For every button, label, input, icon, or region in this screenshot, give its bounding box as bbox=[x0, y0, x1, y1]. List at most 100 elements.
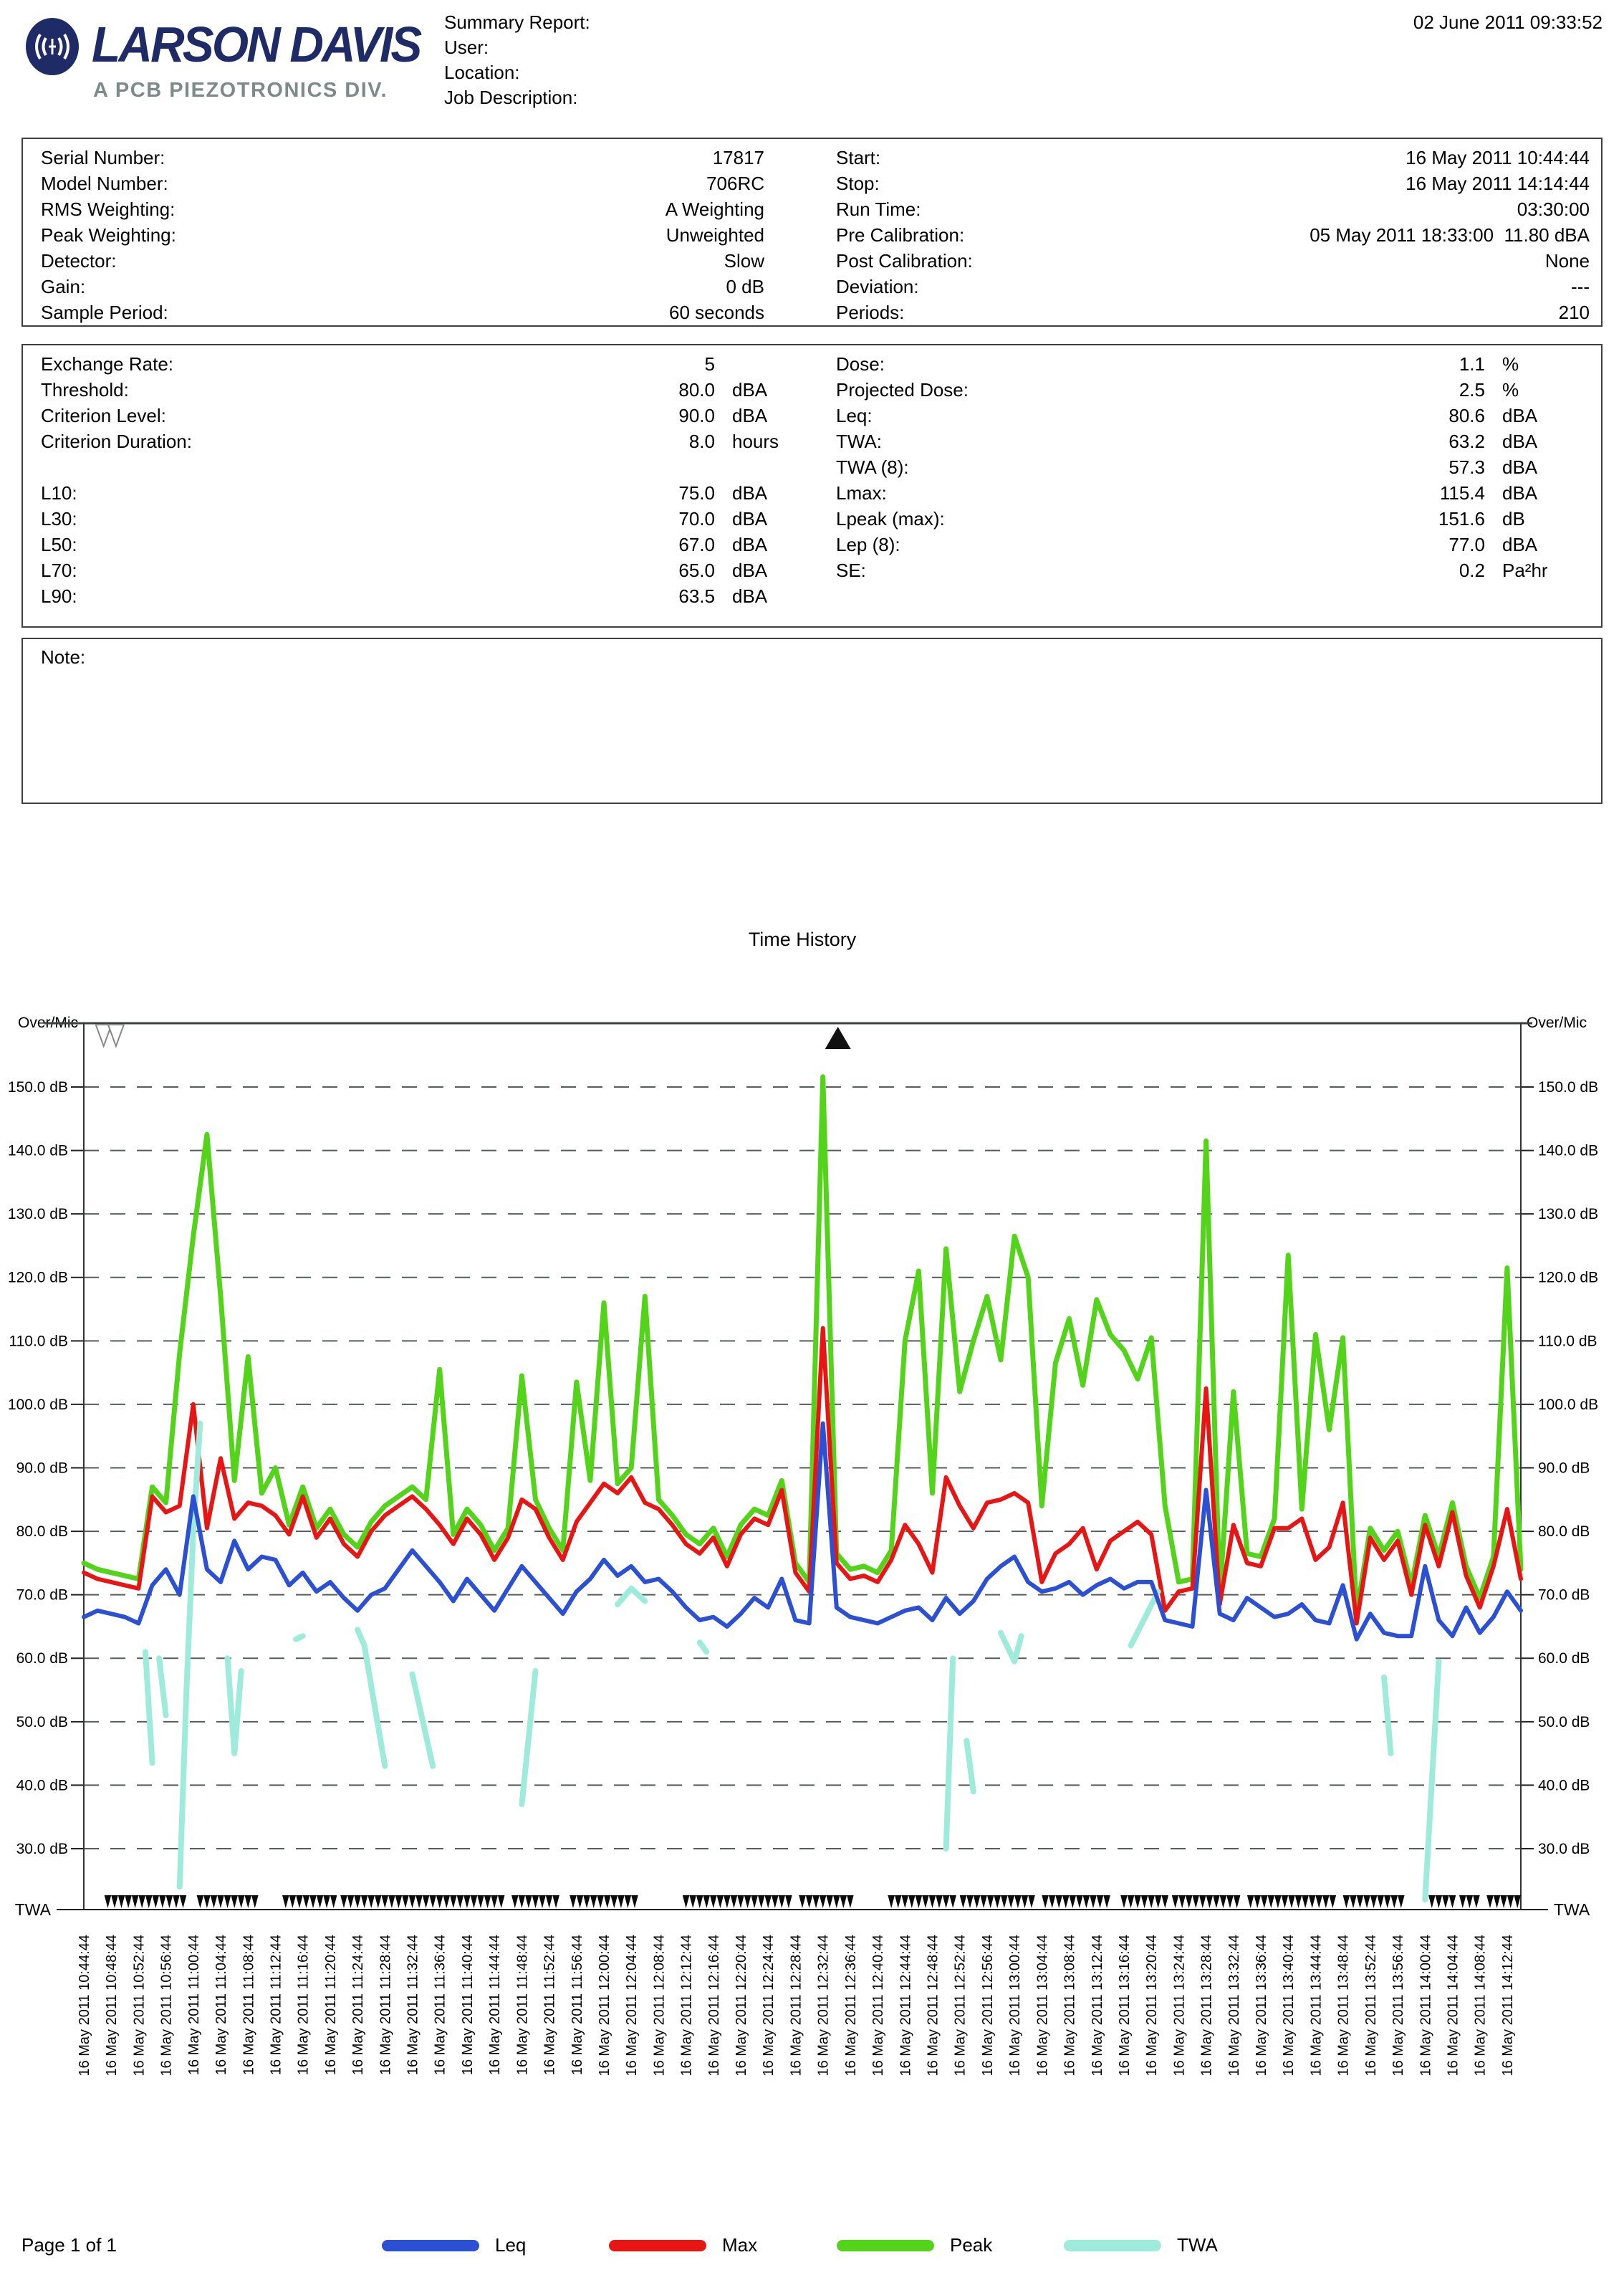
row-label: Start: bbox=[836, 146, 881, 168]
row-unit: dBA bbox=[1502, 430, 1538, 452]
twa-underrange-marker bbox=[1428, 1895, 1436, 1908]
table-row: L10: 75.0 dBA bbox=[41, 480, 825, 506]
twa-underrange-marker bbox=[1001, 1895, 1008, 1908]
twa-underrange-marker bbox=[973, 1895, 981, 1908]
twa-underrange-marker bbox=[901, 1895, 909, 1908]
twa-underrange-marker bbox=[1148, 1895, 1155, 1908]
twa-underrange-marker bbox=[1261, 1895, 1268, 1908]
twa-underrange-marker bbox=[1090, 1895, 1097, 1908]
x-tick-label: 16 May 2011 11:04:44 bbox=[213, 1935, 229, 2075]
twa-underrange-marker bbox=[340, 1895, 347, 1908]
x-tick-label: 16 May 2011 13:28:44 bbox=[1199, 1935, 1215, 2077]
user-label: User: bbox=[444, 37, 489, 58]
x-tick-label: 16 May 2011 12:44:44 bbox=[898, 1935, 913, 2077]
twa-underrange-marker bbox=[104, 1895, 112, 1908]
metrics-table-left-column: Exchange Rate: 5 Threshold: 80.0 dBA Criterio… bbox=[41, 351, 825, 609]
series-twa-segment bbox=[224, 1655, 244, 1757]
x-tick-label: 16 May 2011 12:40:44 bbox=[870, 1935, 886, 2077]
twa-underrange-marker bbox=[994, 1895, 1001, 1908]
twa-underrange-marker bbox=[173, 1895, 180, 1908]
row-label: L90: bbox=[41, 585, 77, 607]
twa-underrange-marker bbox=[1448, 1895, 1456, 1908]
row-label: Exchange Rate: bbox=[41, 353, 174, 375]
twa-underrange-marker bbox=[525, 1895, 532, 1908]
twa-underrange-marker bbox=[1246, 1895, 1254, 1908]
series-twa-segment bbox=[943, 1655, 956, 1852]
table-row: Sample Period: 60 seconds bbox=[41, 300, 764, 325]
x-tick-label: 16 May 2011 13:00:44 bbox=[1007, 1935, 1023, 2077]
row-value: 5 bbox=[704, 353, 715, 375]
table-row: Criterion Level: 90.0 dBA bbox=[41, 403, 825, 428]
twa-underrange-marker bbox=[1042, 1895, 1049, 1908]
y-tick-label-right: 40.0 dB bbox=[1538, 1777, 1590, 1794]
y-tick-label-right: 150.0 dB bbox=[1538, 1079, 1598, 1096]
twa-underrange-marker bbox=[484, 1895, 491, 1908]
table-row: Post Calibration: None bbox=[836, 248, 1590, 274]
twa-underrange-marker bbox=[491, 1895, 498, 1908]
row-value: 75.0 bbox=[678, 482, 715, 504]
twa-underrange-marker bbox=[703, 1895, 710, 1908]
twa-underrange-marker bbox=[152, 1895, 160, 1908]
twa-underrange-marker bbox=[1082, 1895, 1090, 1908]
twa-underrange-marker bbox=[915, 1895, 923, 1908]
table-row: Lpeak (max): 151.6 dB bbox=[836, 506, 1595, 532]
overmic-label-right: Over/Mic bbox=[1527, 1015, 1587, 1031]
row-value: 2.5 bbox=[1459, 378, 1485, 401]
twa-underrange-marker bbox=[1178, 1895, 1186, 1908]
twa-underrange-marker bbox=[360, 1895, 368, 1908]
y-tick-label-left: 30.0 dB bbox=[16, 1841, 68, 1857]
twa-underrange-marker bbox=[1154, 1895, 1162, 1908]
y-tick-label-right: 140.0 dB bbox=[1538, 1143, 1598, 1159]
twa-underrange-marker bbox=[826, 1895, 833, 1908]
table-row: Projected Dose: 2.5% bbox=[836, 377, 1595, 403]
x-tick-label: 16 May 2011 12:20:44 bbox=[734, 1935, 749, 2077]
twa-label-left: TWA bbox=[15, 1900, 52, 1919]
twa-underrange-marker bbox=[942, 1895, 950, 1908]
twa-underrange-marker bbox=[402, 1895, 409, 1908]
table-row: Deviation: --- bbox=[836, 274, 1590, 300]
page-indicator: Page 1 of 1 bbox=[21, 2234, 117, 2256]
y-tick-label-left: 50.0 dB bbox=[16, 1714, 68, 1730]
twa-underrange-marker bbox=[422, 1895, 430, 1908]
y-tick-label-left: 100.0 dB bbox=[8, 1397, 68, 1413]
twa-underrange-marker bbox=[1398, 1895, 1405, 1908]
twa-underrange-marker bbox=[463, 1895, 471, 1908]
table-row: L30: 70.0 dBA bbox=[41, 506, 825, 532]
y-tick-label-left: 90.0 dB bbox=[16, 1460, 68, 1476]
twa-underrange-marker bbox=[1185, 1895, 1193, 1908]
x-tick-label: 16 May 2011 12:56:44 bbox=[980, 1935, 996, 2077]
row-value: 210 bbox=[1558, 301, 1590, 323]
legend-item-max: Max bbox=[609, 2234, 757, 2256]
x-tick-label: 16 May 2011 13:32:44 bbox=[1226, 1935, 1242, 2077]
table-row: RMS Weighting: A Weighting bbox=[41, 196, 764, 222]
twa-underrange-marker bbox=[138, 1895, 145, 1908]
twa-underrange-marker bbox=[1294, 1895, 1302, 1908]
x-tick-label: 16 May 2011 13:36:44 bbox=[1254, 1935, 1269, 2077]
twa-underrange-marker bbox=[1171, 1895, 1179, 1908]
table-row: Model Number: 706RC bbox=[41, 171, 764, 196]
twa-underrange-marker bbox=[1390, 1895, 1398, 1908]
twa-underrange-marker bbox=[1435, 1895, 1443, 1908]
twa-underrange-marker bbox=[624, 1895, 632, 1908]
series-twa-segment bbox=[409, 1671, 436, 1769]
table-row: Periods: 210 bbox=[836, 300, 1590, 325]
x-tick-label: 16 May 2011 11:28:44 bbox=[378, 1935, 393, 2075]
twa-underrange-marker bbox=[610, 1895, 618, 1908]
series-twa-segment bbox=[519, 1668, 539, 1807]
row-label: Deviation: bbox=[836, 275, 919, 297]
row-unit: % bbox=[1502, 378, 1519, 401]
twa-underrange-marker bbox=[819, 1895, 827, 1908]
x-tick-label: 16 May 2011 12:36:44 bbox=[843, 1935, 859, 2077]
logo-wordmark: LARSON DAVIS bbox=[92, 16, 422, 72]
twa-underrange-marker bbox=[1493, 1895, 1501, 1908]
x-tick-label: 16 May 2011 14:12:44 bbox=[1500, 1935, 1516, 2077]
twa-underrange-marker bbox=[347, 1895, 355, 1908]
row-value: 1.1 bbox=[1459, 353, 1485, 375]
twa-underrange-marker bbox=[833, 1895, 840, 1908]
twa-underrange-marker bbox=[966, 1895, 974, 1908]
twa-underrange-marker bbox=[1288, 1895, 1295, 1908]
overload-open-marker bbox=[95, 1024, 113, 1048]
row-label: Dose: bbox=[836, 353, 885, 375]
legend-swatch bbox=[382, 2239, 479, 2251]
row-label: Post Calibration: bbox=[836, 249, 973, 272]
